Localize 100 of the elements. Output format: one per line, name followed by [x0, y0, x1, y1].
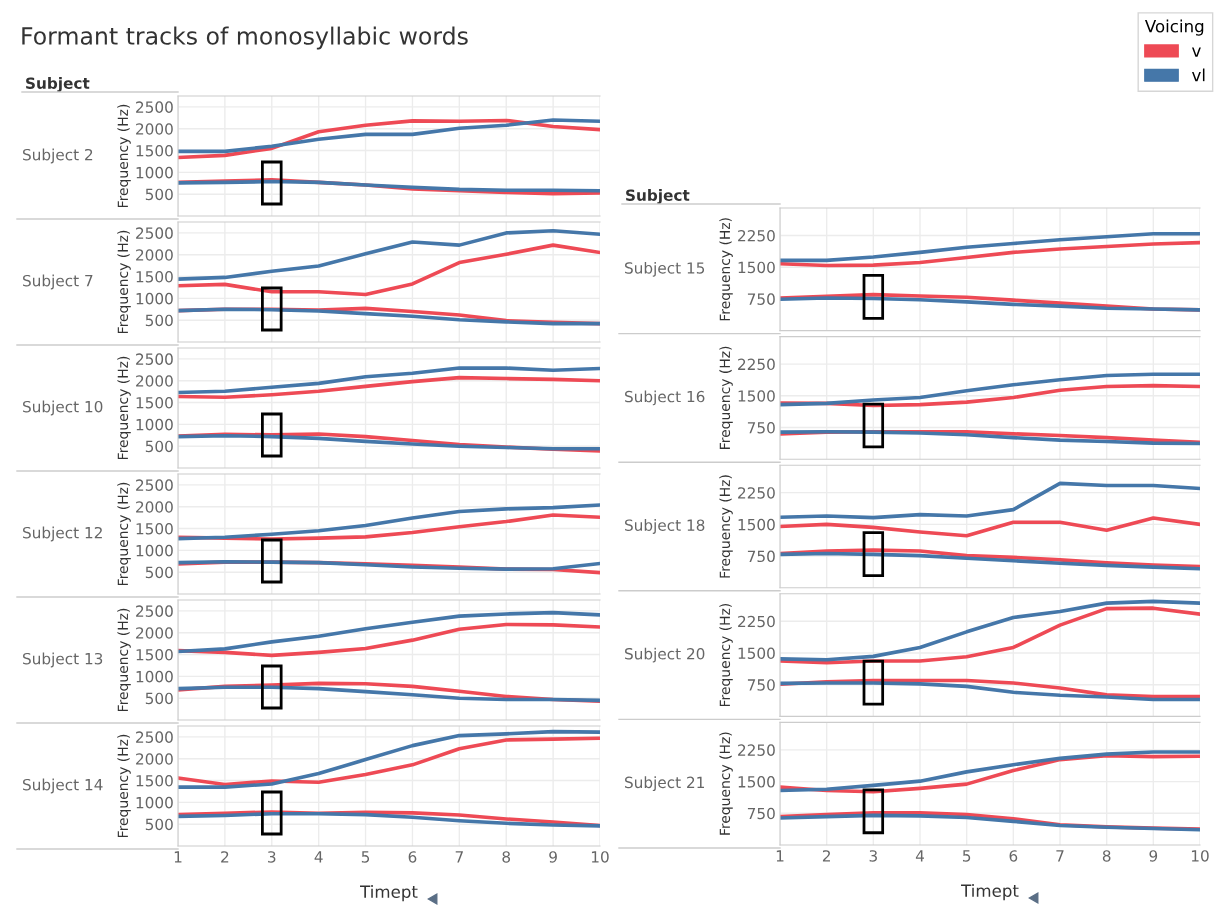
y-tick-label: 750 — [747, 293, 775, 305]
y-tick-label: 2500 — [136, 605, 173, 617]
y-tick-label: 1000 — [136, 292, 173, 305]
line-series — [178, 243, 600, 297]
line-series — [780, 606, 1200, 665]
x-tick-label: 10 — [591, 851, 609, 863]
text: Subject 18 — [625, 519, 705, 534]
y-tick-label: 500 — [145, 314, 173, 327]
line-series — [780, 231, 1200, 263]
y-tick-label: 750 — [747, 679, 775, 691]
y-tick-label: 500 — [145, 188, 173, 201]
text: Formant tracks of monosyllabic words — [22, 26, 468, 50]
line-series — [178, 366, 600, 395]
x-tick-label: 3 — [869, 850, 877, 862]
legend-label: vl — [1192, 68, 1205, 82]
line-series — [178, 503, 600, 541]
y-tick-label: 2500 — [136, 101, 173, 113]
y-axis-title: Frequency (Hz) — [117, 230, 131, 333]
y-tick-label: 2250 — [738, 358, 775, 371]
x-tick-label: 9 — [549, 851, 557, 863]
x-tick-label: 10 — [1191, 850, 1209, 862]
text: Subject 16 — [625, 390, 705, 406]
y-axis-title: Frequency (Hz) — [117, 608, 131, 711]
x-tick-label: 4 — [915, 850, 924, 862]
line-series — [780, 516, 1200, 538]
y-tick-label: 1500 — [136, 397, 173, 409]
y-tick-label: 500 — [145, 818, 173, 831]
y-tick-label: 2000 — [136, 249, 173, 261]
line-series — [178, 228, 600, 281]
legend-label: v — [1192, 47, 1201, 57]
y-tick-label: 1500 — [738, 261, 775, 274]
y-tick-label: 500 — [145, 692, 173, 705]
text: Subject 14 — [23, 778, 103, 794]
y-tick-label: 1000 — [136, 418, 173, 431]
y-tick-label: 500 — [145, 566, 173, 579]
y-tick-label: 2500 — [136, 731, 173, 743]
y-tick-label: 1500 — [136, 271, 173, 283]
y-tick-label: 500 — [145, 440, 173, 453]
y-axis-title: Frequency (Hz) — [719, 603, 733, 707]
y-tick-label: 2250 — [738, 615, 775, 628]
line-series — [178, 610, 600, 654]
text: Subject 15 — [625, 261, 705, 277]
y-tick-label: 2000 — [136, 123, 173, 135]
y-tick-label: 1500 — [738, 647, 775, 660]
line-series — [178, 559, 600, 571]
y-tick-label: 2000 — [136, 501, 173, 513]
x-axis-title: Timept — [360, 885, 418, 902]
y-tick-label: 2000 — [136, 627, 173, 639]
y-axis-title: Frequency (Hz) — [719, 475, 733, 578]
line-series — [178, 375, 600, 400]
x-tick-label: 8 — [502, 851, 511, 863]
x-tick-label: 5 — [962, 850, 971, 862]
y-tick-label: 1500 — [136, 523, 173, 535]
line-series — [780, 481, 1200, 520]
x-tick-label: 6 — [1009, 850, 1018, 862]
x-tick-label: 8 — [1102, 850, 1111, 862]
x-tick-label: 3 — [268, 851, 276, 863]
text: Subject — [626, 189, 690, 205]
y-axis-title: Frequency (Hz) — [117, 482, 131, 585]
x-tick-label: 4 — [314, 851, 323, 863]
y-tick-label: 750 — [747, 550, 775, 563]
legend-title: Voicing — [1144, 19, 1204, 36]
y-axis-title: Frequency (Hz) — [117, 104, 131, 207]
x-tick-label: 1 — [174, 851, 182, 863]
y-tick-label: 2250 — [738, 487, 775, 499]
x-tick-label: 7 — [1056, 850, 1064, 862]
y-tick-label: 1500 — [738, 776, 775, 788]
text: Subject 2 — [23, 148, 93, 164]
x-axis-title: Timept — [961, 884, 1019, 901]
x-tick-label: 2 — [221, 851, 229, 863]
y-axis-title: Frequency (Hz) — [117, 356, 131, 459]
y-tick-label: 2250 — [738, 229, 775, 242]
y-tick-label: 2250 — [738, 744, 775, 756]
y-tick-label: 1500 — [136, 775, 173, 787]
text: Subject 13 — [23, 652, 103, 668]
y-tick-label: 1500 — [738, 518, 775, 531]
line-series — [178, 307, 600, 326]
y-axis-title: Frequency (Hz) — [117, 734, 131, 837]
line-series — [780, 372, 1200, 407]
line-series — [780, 240, 1200, 268]
line-series — [178, 622, 600, 658]
x-tick-label: 7 — [455, 851, 463, 863]
text: Subject 21 — [625, 776, 704, 792]
x-tick-label: 5 — [361, 851, 370, 863]
x-tick-label: 1 — [776, 850, 784, 862]
line-series — [780, 599, 1200, 662]
y-axis-title: Frequency (Hz) — [719, 732, 733, 835]
y-tick-label: 2500 — [136, 227, 173, 239]
text: Subject 10 — [23, 400, 103, 416]
x-tick-label: 6 — [408, 851, 417, 863]
y-tick-label: 1500 — [738, 390, 775, 402]
y-tick-label: 1000 — [136, 544, 173, 557]
y-tick-label: 1000 — [136, 166, 173, 179]
y-tick-label: 1500 — [136, 649, 173, 661]
text: Subject 20 — [625, 647, 705, 663]
y-axis-title: Frequency (Hz) — [719, 346, 733, 449]
y-tick-label: 750 — [747, 421, 775, 434]
y-tick-label: 750 — [747, 807, 775, 820]
text: Subject 7 — [23, 274, 93, 290]
y-tick-label: 2000 — [136, 375, 173, 387]
